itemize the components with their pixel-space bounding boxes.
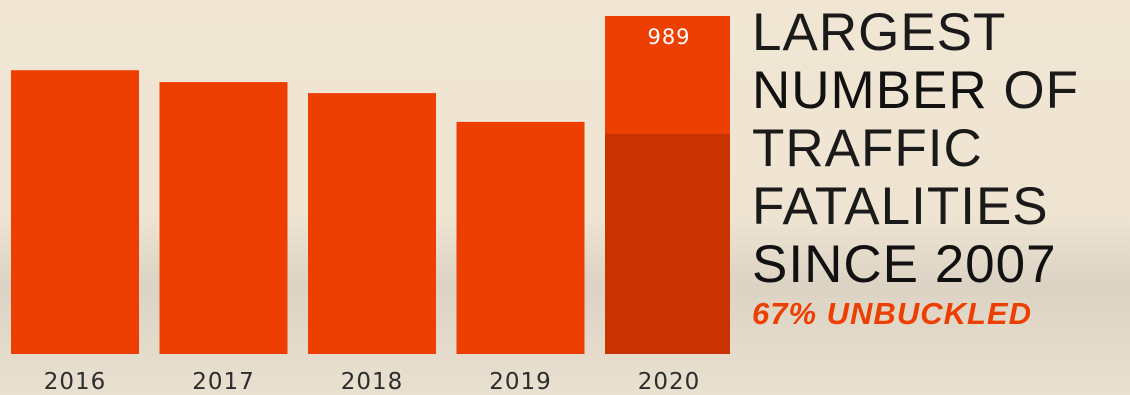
headline-line-4: FATALITIES [752, 177, 1049, 236]
headline-of-word: OF [987, 61, 1080, 120]
bar-2019 [456, 121, 585, 354]
x-tick-label-2020: 2020 [638, 369, 701, 395]
headline-number-word: NUMBER [752, 61, 988, 120]
headline-line-2: NUMBER OF [752, 62, 1128, 120]
bar-chart: 2016 2017 2018 2019 2020 989 [11, 16, 730, 395]
x-tick-label-2016: 2016 [44, 369, 107, 395]
bar-2020-shade [605, 133, 730, 354]
labels-group: 2016 2017 2018 2019 2020 989 [44, 25, 701, 395]
unbuckled-callout: 67% UNBUCKLED [752, 296, 1032, 331]
headline-line-1: LARGEST [752, 3, 1007, 62]
x-tick-label-2018: 2018 [341, 369, 404, 395]
x-tick-label-2017: 2017 [192, 369, 255, 395]
bar-2016 [11, 70, 139, 354]
headline-line-3: TRAFFIC [752, 119, 983, 178]
x-tick-label-2019: 2019 [489, 369, 552, 395]
bars-group [11, 16, 730, 355]
data-label-2020: 989 [647, 25, 690, 49]
bar-2018 [308, 93, 436, 355]
headline-line-5: SINCE 2007 [752, 235, 1057, 294]
headline: LARGEST NUMBER OF TRAFFIC FATALITIES SIN… [752, 4, 1128, 332]
bar-2017 [159, 82, 288, 354]
